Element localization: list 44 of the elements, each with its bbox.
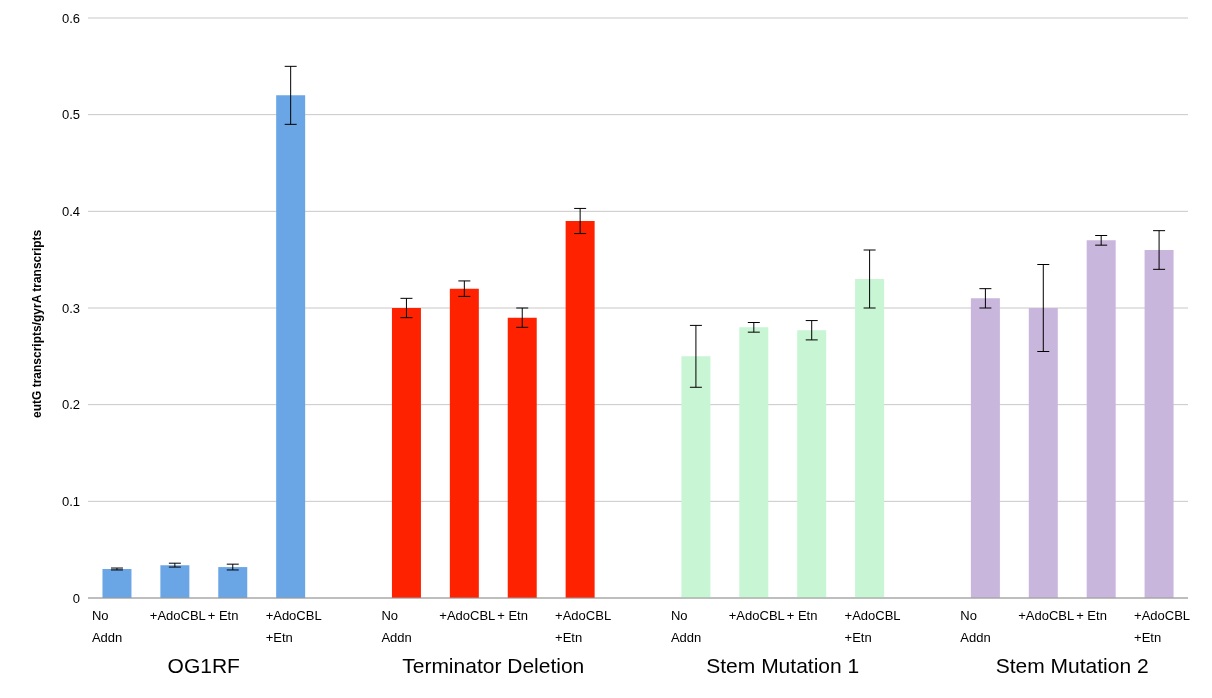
y-axis-title: eutG transcripts/gyrA transcripts [30,229,45,418]
bar [565,221,595,598]
bar [1086,240,1116,598]
bar [102,569,132,598]
y-tick-label: 0.6 [61,10,80,26]
bar [276,95,306,598]
bar [855,279,885,598]
x-tick-label: +AdoCBL +Etn [844,608,901,645]
x-tick-label: + Etn [497,608,528,623]
text: Stem Mutation 2 [994,654,1150,678]
bar [160,565,190,598]
bar [739,327,769,598]
bar [218,567,248,598]
y-tick-label: 0 [72,590,80,606]
bar [681,356,711,598]
x-tick-label: +AdoCBL [728,608,785,623]
bar [797,330,827,598]
x-tick-label: + Etn [207,608,239,623]
bar [970,298,1000,598]
y-tick-label: 0.3 [61,300,80,316]
bar [507,317,537,598]
bar [1144,250,1174,598]
text: Stem Mutation 1 [705,654,861,678]
y-tick-label: 0.5 [61,107,80,123]
x-tick-label: +AdoCBL +Etn [265,608,322,645]
y-tick-label: 0.4 [61,203,80,219]
x-tick-label: +AdoCBL [1018,608,1075,623]
x-tick-label: No Addn [381,608,412,645]
x-tick-label: +AdoCBL [149,608,206,623]
x-tick-label: + Etn [1076,608,1107,623]
bar [1028,308,1058,598]
x-tick-label: +AdoCBL +Etn [555,608,612,645]
bar [391,308,421,598]
text: Terminator Deletion [401,654,586,678]
x-tick-label: No Addn [960,608,991,645]
y-tick-label: 0.1 [61,493,80,509]
y-tick-label: 0.2 [61,397,80,413]
x-tick-label: No Addn [91,608,123,645]
x-tick-label: No Addn [670,608,702,645]
x-tick-label: +AdoCBL +Etn [1134,608,1191,645]
text: OG1RF [166,654,241,678]
bar [449,288,479,598]
x-tick-label: + Etn [786,608,818,623]
x-tick-label: +AdoCBL [439,608,496,623]
